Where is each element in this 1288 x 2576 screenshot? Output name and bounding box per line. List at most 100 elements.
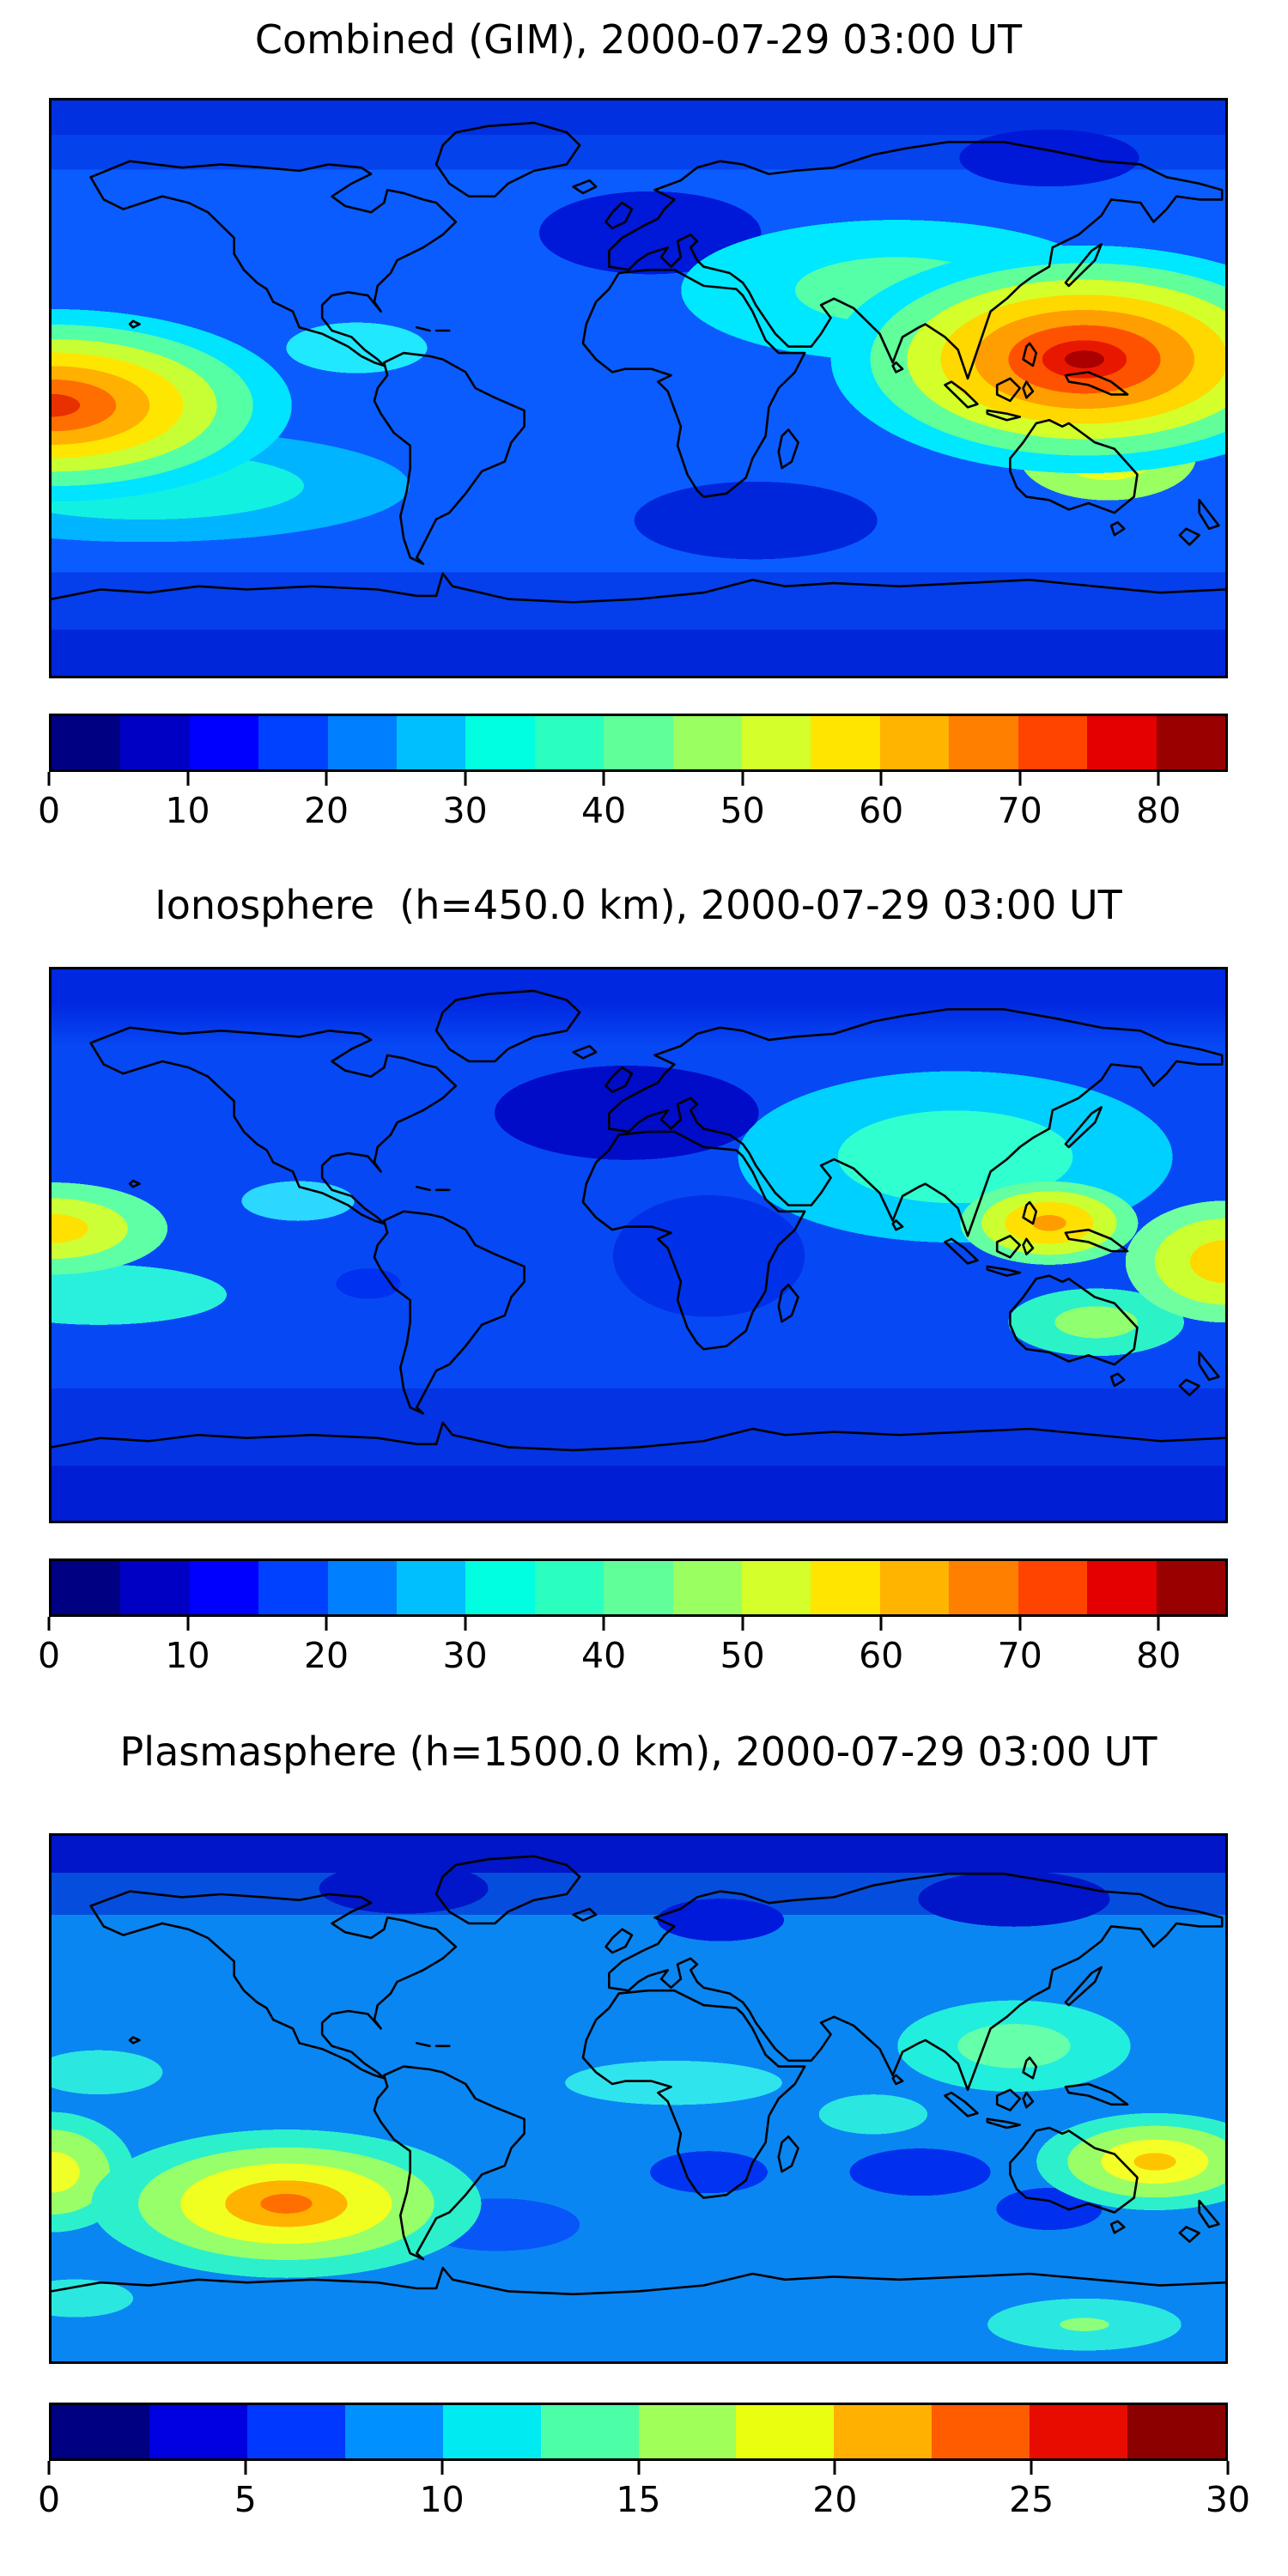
colorbar-segment: [465, 1561, 535, 1614]
colorbar-combined-ticks: 0 10 20 30 40 50 60 70 80: [38, 772, 1228, 849]
tick-label: 30: [442, 790, 488, 831]
tick-label: 40: [581, 790, 627, 831]
colorbar-segment: [327, 1561, 398, 1614]
colorbar-segment: [1018, 1561, 1088, 1614]
tick-label: 0: [37, 1635, 61, 1676]
colorbar-segment: [397, 716, 466, 769]
tick-label: 25: [1009, 2479, 1054, 2520]
tick-label: 10: [165, 790, 210, 831]
tick-label: 60: [859, 1635, 904, 1676]
colorbar-segment: [258, 716, 328, 769]
colorbar-segment: [397, 1561, 466, 1614]
tick-label: 20: [812, 2479, 858, 2520]
panel-2-title: Ionosphere (h=450.0 km), 2000-07-29 03:0…: [155, 882, 1122, 928]
tick-label: 80: [1136, 790, 1182, 831]
colorbar-ionosphere-ticks: 0 10 20 30 40 50 60 70 80: [38, 1617, 1228, 1694]
panel-1-title: Combined (GIM), 2000-07-29 03:00 UT: [254, 16, 1023, 63]
colorbar-segment: [189, 1561, 259, 1614]
tick-label: 20: [303, 1635, 349, 1676]
tick-label: 30: [1205, 2479, 1251, 2520]
colorbar-segment: [1087, 716, 1157, 769]
tick-mark: [464, 1617, 467, 1631]
tick-label: 10: [165, 1635, 210, 1676]
colorbar-segment: [120, 1561, 190, 1614]
colorbar-segment: [638, 2405, 737, 2458]
colorbar-segment: [1087, 1561, 1157, 1614]
tick-mark: [602, 772, 605, 786]
colorbar-segment: [1127, 2405, 1226, 2458]
tick-mark: [244, 2461, 247, 2475]
tick-mark: [1157, 772, 1160, 786]
tick-mark: [879, 1617, 883, 1631]
colorbar-segment: [672, 1561, 743, 1614]
colorbar-segment: [1030, 2405, 1128, 2458]
tick-mark: [47, 772, 51, 786]
tick-mark: [879, 772, 883, 786]
colorbar-segment: [1018, 716, 1088, 769]
colorbar-segment: [246, 2405, 345, 2458]
coastlines-overlay: [52, 969, 1225, 1521]
tick-label: 0: [37, 790, 61, 831]
colorbar-segment: [465, 716, 535, 769]
tick-label: 0: [37, 2479, 61, 2520]
colorbar-segment: [811, 716, 880, 769]
colorbar-segment: [811, 1561, 880, 1614]
colorbar-segment: [1156, 716, 1225, 769]
colorbar-segment: [52, 2405, 149, 2458]
colorbar-segment: [327, 716, 398, 769]
colorbar-plasmasphere-ticks: 0 5 10 15 20 25 30: [38, 2461, 1250, 2538]
colorbar-segment: [1156, 1561, 1225, 1614]
colorbar-combined: [49, 714, 1228, 772]
colorbar-segment: [834, 2405, 933, 2458]
tick-mark: [464, 772, 467, 786]
tick-mark: [1018, 1617, 1022, 1631]
tick-mark: [602, 1617, 605, 1631]
coastlines-overlay: [52, 100, 1225, 676]
colorbar-ionosphere: [49, 1558, 1228, 1617]
tick-label: 50: [720, 1635, 765, 1676]
tick-mark: [1226, 2461, 1230, 2475]
colorbar-segment: [344, 2405, 443, 2458]
tick-label: 70: [997, 790, 1042, 831]
tick-mark: [47, 2461, 51, 2475]
map-plasmasphere: [49, 1833, 1228, 2364]
colorbar-segment: [742, 1561, 811, 1614]
tick-label: 30: [442, 1635, 488, 1676]
tick-mark: [186, 1617, 190, 1631]
colorbar-segment: [879, 716, 950, 769]
colorbar-segment: [736, 2405, 835, 2458]
colorbar-segment: [534, 1561, 605, 1614]
tick-mark: [186, 772, 190, 786]
tick-mark: [741, 1617, 744, 1631]
tick-mark: [47, 1617, 51, 1631]
tick-mark: [325, 772, 328, 786]
colorbar-segment: [949, 716, 1018, 769]
tick-label: 70: [997, 1635, 1042, 1676]
colorbar-plasmasphere: [49, 2403, 1228, 2461]
tick-mark: [1018, 772, 1022, 786]
map-combined-gim: [49, 98, 1228, 678]
coastlines-overlay: [52, 1836, 1225, 2361]
panel-3-title: Plasmasphere (h=1500.0 km), 2000-07-29 0…: [119, 1728, 1157, 1775]
map-ionosphere: [49, 967, 1228, 1523]
tick-label: 60: [859, 790, 904, 831]
colorbar-segment: [52, 1561, 121, 1614]
tick-mark: [440, 2461, 444, 2475]
tick-mark: [833, 2461, 836, 2475]
colorbar-segment: [742, 716, 811, 769]
colorbar-segment: [189, 716, 259, 769]
colorbar-segment: [534, 716, 605, 769]
colorbar-segment: [932, 2405, 1030, 2458]
tick-label: 5: [234, 2479, 257, 2520]
tick-label: 50: [720, 790, 765, 831]
colorbar-segment: [149, 2405, 247, 2458]
tick-label: 15: [616, 2479, 661, 2520]
colorbar-segment: [258, 1561, 328, 1614]
tick-mark: [1157, 1617, 1160, 1631]
tick-label: 80: [1136, 1635, 1182, 1676]
tick-mark: [325, 1617, 328, 1631]
tick-label: 10: [419, 2479, 465, 2520]
colorbar-segment: [442, 2405, 541, 2458]
tick-label: 40: [581, 1635, 627, 1676]
